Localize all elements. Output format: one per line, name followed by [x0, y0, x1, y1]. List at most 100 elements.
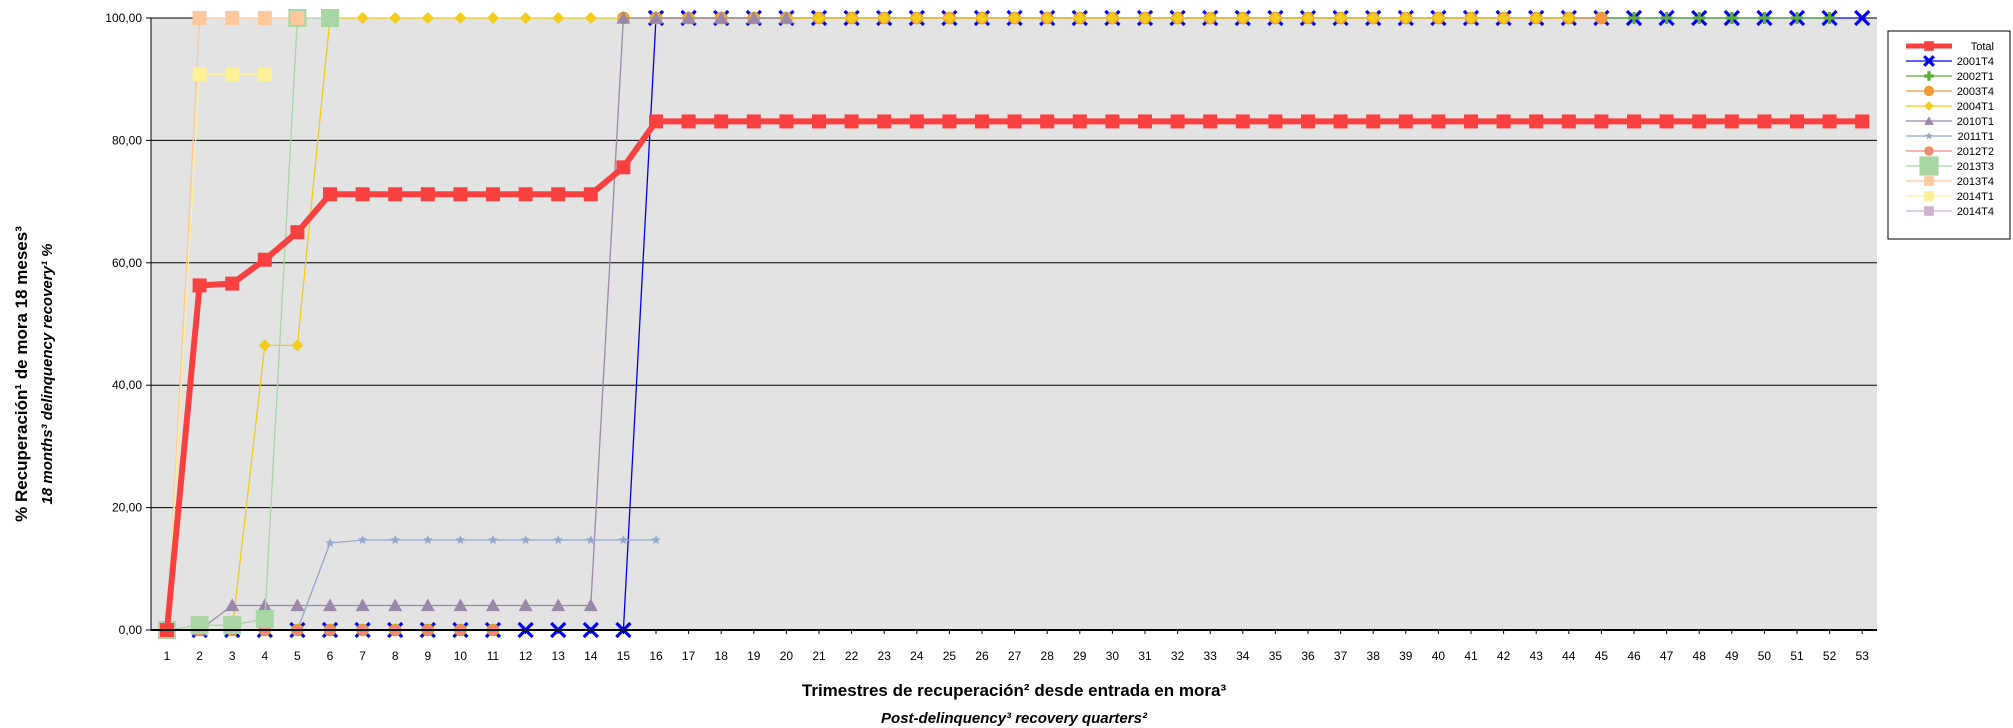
x-tick-label: 41	[1464, 649, 1478, 663]
x-tick-label: 4	[261, 649, 268, 663]
y-axis-ticks: 0,00 20,00 40,00 60,00 80,00 100,00	[105, 11, 151, 637]
data-point	[618, 535, 629, 545]
y-tick-label: 0,00	[119, 623, 143, 637]
data-point	[1464, 114, 1478, 129]
legend-label: 2002T1	[1957, 71, 1994, 83]
x-tick-label: 15	[617, 649, 631, 663]
data-point	[1398, 114, 1413, 129]
y-tick-label: 20,00	[112, 501, 142, 515]
x-tick-label: 24	[910, 649, 924, 663]
data-point	[225, 598, 240, 612]
legend-label: 2011T1	[1958, 131, 1995, 143]
x-tick-label: 11	[487, 649, 500, 663]
x-axis-ticks: 1 2 3 4 5 6 7 8 9 10 11 12 13 14 15 16 17 18 19 20 21 22 23 24 2…	[164, 630, 1869, 663]
data-point	[1139, 12, 1151, 24]
data-point	[1138, 114, 1152, 129]
x-tick-label: 3	[229, 649, 236, 663]
data-point	[192, 278, 207, 293]
data-point	[1236, 12, 1249, 24]
series-line	[167, 17, 787, 631]
data-point	[1008, 12, 1021, 24]
data-point	[453, 598, 468, 612]
legend-label: 2013T4	[1957, 176, 1994, 188]
data-point	[1431, 114, 1446, 129]
data-point	[714, 114, 729, 129]
legend-label: 2014T4	[1957, 206, 1994, 218]
x-tick-label: 5	[294, 649, 301, 663]
legend-item-2013t4: 2013T4	[1906, 176, 1994, 188]
data-point	[453, 187, 468, 202]
data-point	[518, 187, 533, 202]
data-point	[714, 11, 729, 24]
data-point	[649, 114, 663, 129]
x-tick-label: 22	[845, 649, 859, 663]
data-point	[779, 11, 794, 24]
data-point	[323, 187, 337, 202]
x-tick-label: 8	[392, 649, 399, 663]
data-point	[290, 225, 305, 240]
legend-swatch-marker	[1923, 85, 1935, 97]
x-tick-label: 12	[519, 649, 533, 663]
data-point	[1628, 12, 1640, 24]
legend: Total 2001T4 2002T1 2003T4 2004T1 2010T1 2011T…	[1887, 30, 2011, 240]
data-point	[290, 11, 305, 25]
x-tick-label: 38	[1367, 649, 1381, 663]
data-point	[910, 12, 923, 24]
data-point	[1497, 12, 1510, 24]
x-tick-label: 1	[164, 649, 171, 663]
legend-swatch-marker	[1924, 41, 1934, 51]
legend-item-total: Total	[1906, 41, 1994, 53]
legend-label: 2004T1	[1957, 101, 1994, 113]
data-point	[1203, 114, 1218, 129]
y-tick-label: 40,00	[112, 378, 142, 392]
x-tick-label: 14	[584, 649, 598, 663]
legend-swatch-marker	[1924, 146, 1934, 156]
legend-swatch-marker	[1924, 116, 1934, 125]
data-point	[1268, 114, 1283, 129]
data-point	[321, 9, 339, 27]
data-point	[257, 11, 272, 25]
data-point	[779, 114, 794, 129]
data-point	[1823, 12, 1836, 24]
legend-swatch-marker	[1925, 132, 1933, 140]
data-point	[1855, 114, 1870, 129]
legend-swatch-marker	[1924, 71, 1934, 81]
data-point	[1041, 12, 1054, 24]
data-point	[1367, 12, 1380, 24]
legend-swatch-marker	[1919, 156, 1939, 176]
data-point	[257, 598, 272, 612]
data-point	[1627, 114, 1641, 129]
legend-swatch-marker	[1924, 206, 1934, 216]
data-point	[1530, 12, 1543, 24]
data-point	[1496, 114, 1511, 129]
x-tick-label: 18	[715, 649, 729, 663]
data-point	[942, 114, 957, 129]
x-tick-label: 45	[1595, 649, 1609, 663]
x-tick-label: 9	[424, 649, 431, 663]
x-tick-label: 49	[1725, 649, 1739, 663]
data-point	[878, 12, 891, 24]
legend-item-2001t4: 2001T4	[1906, 55, 1994, 68]
data-point	[1660, 12, 1673, 24]
data-point	[223, 616, 242, 635]
data-point	[1399, 12, 1412, 24]
data-point	[421, 12, 434, 24]
data-point	[746, 11, 761, 24]
x-tick-label: 13	[552, 649, 566, 663]
legend-swatch-marker	[1923, 55, 1935, 67]
data-point	[257, 252, 272, 267]
data-point	[1302, 12, 1314, 24]
data-point	[1171, 12, 1184, 24]
data-point	[225, 67, 240, 82]
plot-area	[151, 18, 1877, 630]
x-tick-label: 34	[1236, 649, 1250, 663]
x-tick-label: 39	[1399, 649, 1413, 663]
x-tick-label: 20	[780, 649, 794, 663]
data-point	[551, 187, 566, 202]
x-tick-label: 51	[1790, 649, 1804, 663]
data-point	[390, 535, 400, 545]
legend-item-2004t1: 2004T1	[1906, 101, 1994, 113]
data-point	[1073, 12, 1086, 24]
data-point	[583, 187, 598, 202]
legend-item-2010t1: 2010T1	[1906, 116, 1994, 128]
